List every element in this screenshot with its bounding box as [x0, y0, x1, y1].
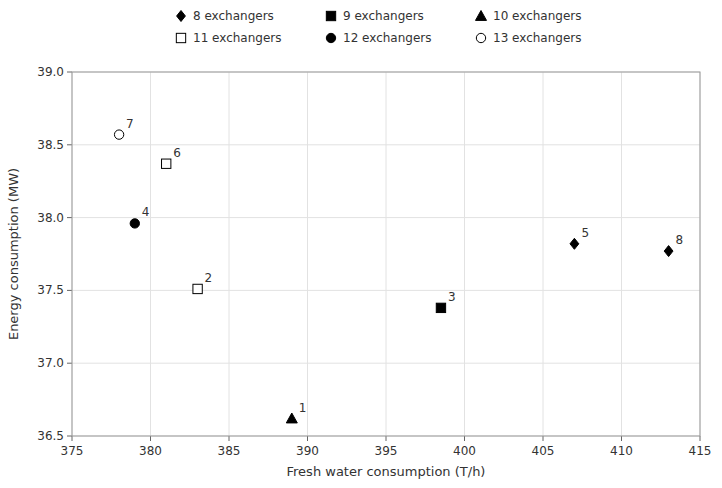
- legend-label: 9 exchangers: [343, 9, 424, 23]
- legend-item: 11 exchangers: [176, 31, 281, 45]
- legend-item: 12 exchangers: [326, 31, 431, 45]
- point-label: 5: [581, 226, 589, 240]
- x-tick: [72, 436, 73, 441]
- x-grid-line: [386, 72, 387, 436]
- point-labels: 5 8 3 1 2 6 4 7: [126, 117, 683, 415]
- plot-background: [72, 72, 700, 436]
- legend-item: 10 exchangers: [476, 9, 582, 23]
- point-label: 3: [448, 290, 456, 304]
- point-label: 7: [126, 117, 134, 131]
- legend-marker: [476, 11, 487, 21]
- y-axis-label: Energy consumption (MW): [6, 168, 21, 340]
- x-grid-line: [543, 72, 544, 436]
- x-tick-label: 395: [375, 444, 398, 458]
- x-grid-line: [464, 72, 465, 436]
- scatter-point: [193, 284, 202, 293]
- x-tick-label: 410: [610, 444, 633, 458]
- legend-label: 8 exchangers: [193, 9, 274, 23]
- legend-label: 10 exchangers: [493, 9, 582, 23]
- plot-frame: [72, 72, 700, 436]
- x-grid-line: [150, 72, 151, 436]
- scatter-point: [664, 246, 673, 257]
- legend-item: 8 exchangers: [177, 9, 274, 23]
- x-tick-label: 385: [218, 444, 241, 458]
- x-tick-label: 405: [532, 444, 555, 458]
- chart: 37538038539039540040541041536.537.037.53…: [0, 0, 722, 488]
- y-tick: [67, 363, 72, 364]
- x-tick: [700, 436, 701, 441]
- x-tick-label: 415: [689, 444, 712, 458]
- y-grid-line: [72, 290, 700, 291]
- y-tick-label: 38.0: [37, 211, 64, 225]
- scatter-point: [162, 159, 171, 168]
- y-tick-label: 37.5: [37, 283, 64, 297]
- x-tick: [307, 436, 308, 441]
- x-tick: [386, 436, 387, 441]
- legend: 8 exchangers 9 exchangers 10 exchangers 11 …: [176, 9, 581, 45]
- x-axis-label: Fresh water consumption (T/h): [287, 464, 486, 479]
- x-tick: [543, 436, 544, 441]
- y-tick: [67, 144, 72, 145]
- y-tick: [67, 217, 72, 218]
- scatter-point: [436, 303, 445, 312]
- scatter-point: [114, 130, 123, 139]
- y-tick: [67, 436, 72, 437]
- legend-marker: [476, 33, 485, 42]
- point-label: 2: [205, 271, 213, 285]
- x-tick: [464, 436, 465, 441]
- legend-label: 12 exchangers: [343, 31, 432, 45]
- point-label: 4: [142, 205, 150, 219]
- y-tick-label: 38.5: [37, 138, 64, 152]
- legend-label: 11 exchangers: [193, 31, 282, 45]
- y-tick-label: 37.0: [37, 356, 64, 370]
- x-grid-line: [307, 72, 308, 436]
- y-tick: [67, 290, 72, 291]
- scatter-point: [286, 413, 297, 423]
- y-grid-line: [72, 363, 700, 364]
- legend-marker: [176, 33, 185, 42]
- legend-label: 13 exchangers: [493, 31, 582, 45]
- y-grid-line: [72, 217, 700, 218]
- x-grid-line: [229, 72, 230, 436]
- grid: [72, 72, 700, 436]
- scatter-point: [570, 238, 579, 249]
- y-tick: [67, 72, 72, 73]
- x-grid-line: [621, 72, 622, 436]
- point-label: 1: [299, 401, 307, 415]
- x-tick-label: 380: [139, 444, 162, 458]
- y-grid-line: [72, 144, 700, 145]
- y-tick-label: 36.5: [37, 429, 64, 443]
- x-tick-label: 375: [61, 444, 84, 458]
- legend-marker: [326, 33, 335, 42]
- points: [114, 130, 673, 423]
- point-label: 8: [676, 233, 684, 247]
- legend-marker: [177, 11, 186, 22]
- axes: 37538038539039540040541041536.537.037.53…: [37, 65, 711, 458]
- legend-item: 13 exchangers: [476, 31, 581, 45]
- y-tick-label: 39.0: [37, 65, 64, 79]
- x-tick-label: 390: [296, 444, 319, 458]
- x-tick: [229, 436, 230, 441]
- legend-item: 9 exchangers: [326, 9, 424, 23]
- x-tick: [150, 436, 151, 441]
- x-tick-label: 400: [453, 444, 476, 458]
- legend-marker: [326, 11, 335, 20]
- x-tick: [621, 436, 622, 441]
- scatter-point: [130, 219, 139, 228]
- point-label: 6: [173, 146, 181, 160]
